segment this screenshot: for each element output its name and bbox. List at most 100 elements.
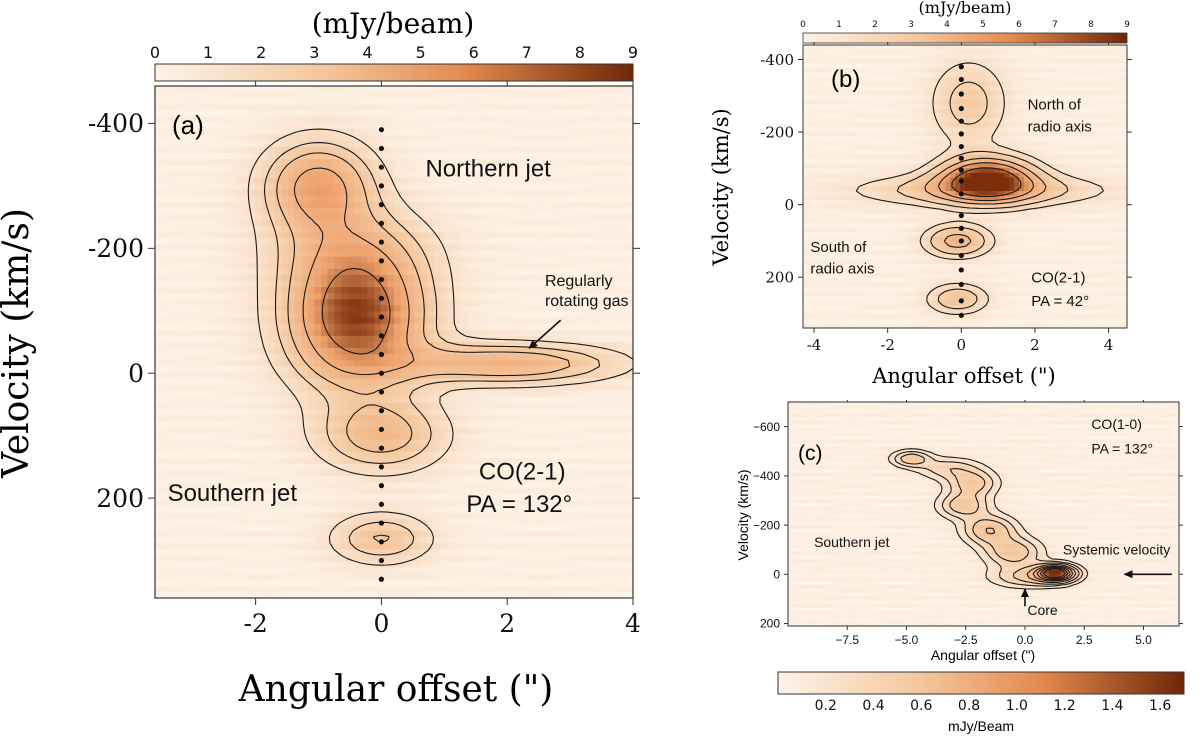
heatmap-cell	[586, 402, 594, 410]
heatmap-cell	[327, 354, 335, 361]
heatmap-cell	[234, 134, 242, 142]
heatmap-cell	[599, 372, 608, 380]
heatmap-cell	[234, 360, 242, 367]
colorbar-tick-label: 8	[575, 43, 585, 62]
heatmap-cell	[281, 281, 289, 288]
heatmap-cell	[314, 293, 322, 300]
heatmap-cell	[174, 104, 183, 111]
heatmap-cell	[493, 311, 501, 319]
heatmap-cell	[540, 189, 548, 197]
heatmap-cell	[400, 482, 408, 489]
heatmap-cell	[387, 140, 395, 148]
heatmap-cell	[287, 140, 296, 148]
heatmap-cell	[161, 134, 169, 142]
heatmap-cell	[606, 293, 614, 300]
heatmap-cell	[387, 457, 395, 465]
heatmap-cell	[201, 140, 209, 148]
heatmap-cell	[354, 177, 362, 185]
heatmap-cell	[540, 329, 548, 337]
heatmap-cell	[267, 274, 276, 282]
heatmap-cell	[340, 207, 349, 215]
heatmap-cell	[247, 433, 256, 441]
heatmap-cell	[407, 482, 415, 489]
heatmap-cell	[194, 201, 203, 209]
heatmap-cell	[579, 122, 588, 130]
heatmap-cell	[433, 488, 442, 495]
heatmap-cell	[506, 189, 515, 197]
heatmap-cell	[261, 342, 269, 349]
heatmap-cell	[400, 299, 408, 307]
heatmap-cell	[613, 299, 621, 307]
heatmap-cell	[320, 463, 329, 471]
heatmap-cell	[241, 390, 249, 398]
heatmap-cell	[301, 439, 309, 447]
heatmap-cell	[394, 262, 402, 270]
heatmap-cell	[593, 299, 601, 307]
heatmap-cell	[360, 293, 369, 300]
heatmap-cell	[473, 482, 481, 489]
heatmap-cell	[340, 378, 349, 386]
heatmap-cell	[274, 287, 282, 294]
heatmap-cell	[493, 354, 501, 361]
heatmap-cell	[354, 384, 362, 392]
heatmap-cell	[327, 214, 335, 221]
heatmap-cell	[334, 335, 342, 343]
heatmap-cell	[493, 488, 501, 495]
heatmap-cell	[360, 226, 369, 233]
heatmap-cell	[274, 116, 282, 124]
heatmap-cell	[586, 366, 594, 374]
heatmap-cell	[340, 287, 349, 294]
heatmap-cell	[460, 134, 468, 142]
heatmap-cell	[599, 146, 608, 154]
heatmap-cell	[440, 360, 448, 367]
heatmap-cell	[214, 482, 222, 489]
heatmap-cell	[526, 256, 535, 264]
heatmap-cell	[181, 146, 189, 154]
heatmap-cell	[460, 445, 468, 453]
heatmap-cell	[181, 335, 189, 343]
heatmap-cell	[287, 463, 296, 471]
heatmap-cell	[360, 470, 369, 477]
heatmap-cell	[506, 451, 515, 459]
heatmap-cell	[400, 311, 408, 319]
heatmap-cell	[274, 183, 282, 191]
heatmap-cell	[208, 232, 216, 239]
heatmap-cell	[540, 183, 548, 191]
heatmap-cell	[566, 329, 574, 337]
heatmap-cell	[214, 86, 222, 93]
heatmap-cell	[486, 342, 495, 349]
heatmap-cell	[467, 396, 475, 404]
heatmap-cell	[334, 110, 342, 118]
heatmap-cell	[247, 500, 256, 508]
heatmap-cell	[380, 195, 388, 203]
heatmap-cell	[566, 335, 574, 343]
heatmap-cell	[526, 323, 535, 331]
heatmap-cell	[161, 268, 169, 276]
heatmap-cell	[533, 214, 541, 221]
heatmap-cell	[460, 159, 468, 166]
heatmap-cell	[274, 128, 282, 136]
heatmap-cell	[559, 415, 568, 422]
heatmap-cell	[320, 482, 329, 489]
heatmap-cell	[586, 409, 594, 416]
heatmap-cell	[626, 348, 633, 355]
heatmap-cell	[334, 402, 342, 410]
heatmap-cell	[613, 232, 621, 239]
heatmap-cell	[221, 104, 229, 111]
heatmap-cell	[606, 451, 614, 459]
heatmap-cell	[254, 421, 262, 428]
heatmap-cell	[188, 427, 196, 435]
heatmap-cell	[413, 427, 422, 435]
heatmap-cell	[234, 92, 242, 99]
heatmap-cell	[214, 299, 222, 307]
heatmap-cell	[593, 165, 601, 172]
heatmap-cell	[606, 256, 614, 264]
heatmap-cell	[626, 500, 633, 508]
heatmap-cell	[599, 482, 608, 489]
heatmap-cell	[208, 159, 216, 166]
heatmap-cell	[540, 287, 548, 294]
heatmap-cell	[619, 427, 627, 435]
heatmap-cell	[460, 293, 468, 300]
heatmap-cell	[559, 220, 568, 227]
heatmap-cell	[467, 262, 475, 270]
